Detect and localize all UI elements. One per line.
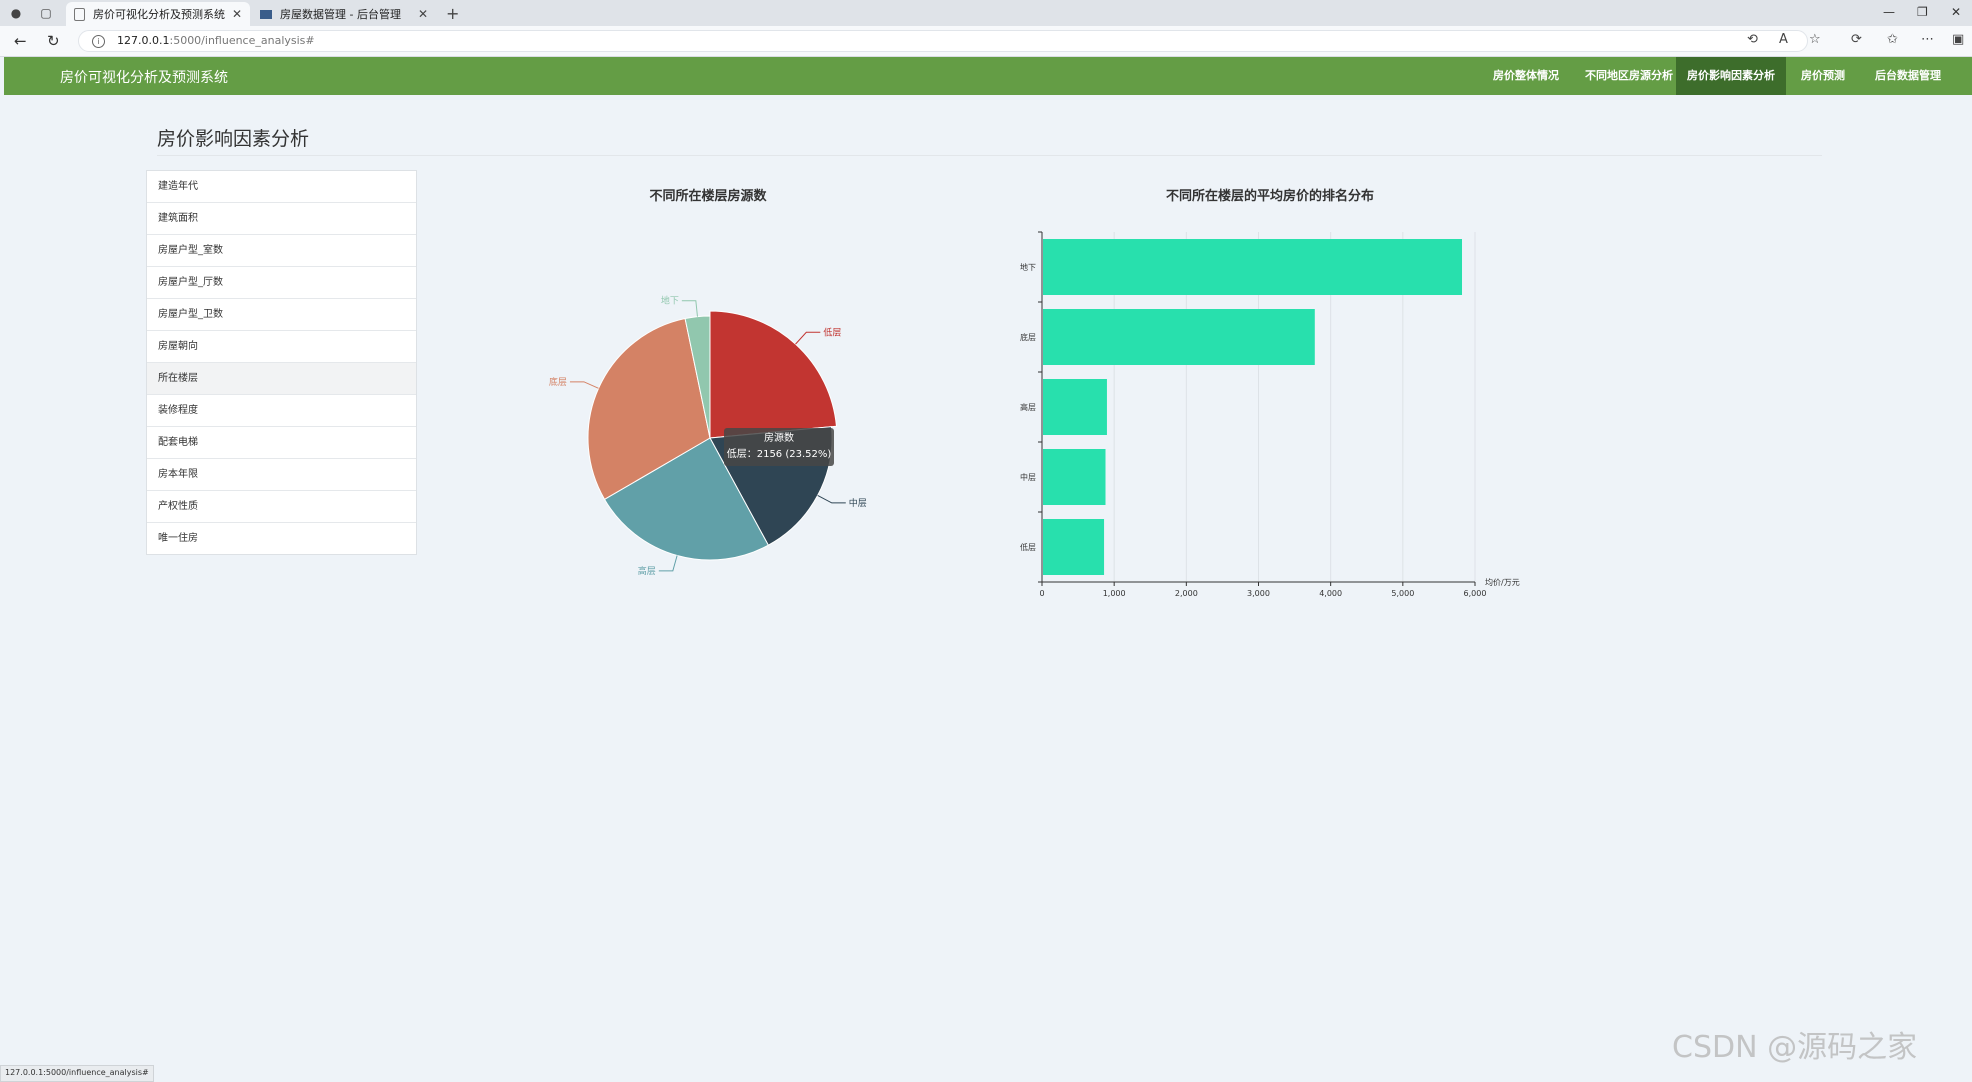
menu-item-build-year[interactable]: 建造年代 <box>147 171 416 203</box>
x-axis-label: 均价/万元 <box>1485 577 1520 587</box>
bar-1[interactable] <box>1043 309 1315 365</box>
read-aloud-icon[interactable]: A <box>1779 32 1788 47</box>
pie-label-1: 中层 <box>849 497 867 509</box>
favorites-icon[interactable]: ✩ <box>1887 32 1898 47</box>
tab-actions-icon[interactable]: ▢ <box>40 6 52 20</box>
page-icon <box>74 7 85 21</box>
bar-4[interactable] <box>1043 519 1105 575</box>
translate-icon[interactable]: ⟲ <box>1747 32 1758 47</box>
pie-label-line-2 <box>658 555 678 572</box>
nav-overview[interactable]: 房价整体情况 <box>1493 69 1559 82</box>
chart-tooltip: 房源数 低层：2156 (23.52%) <box>724 428 834 466</box>
pie-slice-2[interactable] <box>603 437 769 561</box>
minimize-icon[interactable]: — <box>1883 5 1895 19</box>
y-tick-label: 中层 <box>1020 472 1036 482</box>
factor-menu: 建造年代 建筑面积 房屋户型_室数 房屋户型_厅数 房屋户型_卫数 房屋朝向 所… <box>146 170 417 555</box>
browser-tab-bar: ● ▢ 房价可视化分析及预测系统 ✕ 房屋数据管理 - 后台管理 ✕ + — ❐… <box>0 0 1972 26</box>
x-tick-label: 6,000 <box>1464 589 1487 598</box>
profile-icon[interactable]: ● <box>10 6 22 20</box>
bar-3[interactable] <box>1043 449 1106 505</box>
close-tab-icon[interactable]: ✕ <box>231 7 242 21</box>
back-icon[interactable]: ← <box>14 32 27 50</box>
browser-tab[interactable]: 房屋数据管理 - 后台管理 ✕ <box>252 2 436 26</box>
menu-item-rooms[interactable]: 房屋户型_室数 <box>147 235 416 267</box>
status-bar-url: 127.0.0.1:5000/influence_analysis# <box>0 1065 154 1082</box>
bar-0[interactable] <box>1043 239 1463 295</box>
y-tick-label: 低层 <box>1020 542 1036 552</box>
tooltip-value: 低层：2156 (23.52%) <box>726 449 832 460</box>
address-bar-row: ← ↻ i 127.0.0.1:5000/influence_analysis#… <box>0 26 1972 57</box>
menu-item-only-home[interactable]: 唯一住房 <box>158 533 198 544</box>
x-tick-label: 5,000 <box>1391 589 1414 598</box>
x-tick-label: 2,000 <box>1175 589 1198 598</box>
pie-label-0: 低层 <box>823 326 841 338</box>
pie-label-2: 高层 <box>638 565 656 577</box>
pie-slice-3[interactable] <box>587 317 711 501</box>
menu-item-area[interactable]: 建筑面积 <box>147 203 416 235</box>
nav-backend-data[interactable]: 后台数据管理 <box>1875 69 1941 82</box>
y-tick-label: 高层 <box>1020 402 1036 412</box>
x-tick-label: 1,000 <box>1103 589 1126 598</box>
bar-chart: 0 1,000 2,000 3,000 4,000 5,000 6,000 地下底层高层中层低… <box>1020 231 1520 598</box>
menu-item-floor[interactable]: 所在楼层 <box>147 363 416 395</box>
nav-influence-analysis[interactable]: 房价影响因素分析 <box>1676 57 1786 95</box>
menu-item-elevator[interactable]: 配套电梯 <box>147 427 416 459</box>
close-tab-icon[interactable]: ✕ <box>417 7 428 21</box>
site-icon <box>260 9 272 19</box>
tab-title: 房价可视化分析及预测系统 <box>93 8 225 21</box>
divider <box>157 155 1822 156</box>
sidebar-icon[interactable]: ▣ <box>1952 32 1965 47</box>
site-info-icon[interactable]: i <box>92 35 105 48</box>
pie-label-line-4 <box>681 300 698 317</box>
y-tick-label: 底层 <box>1020 332 1036 342</box>
pie-slice-4[interactable] <box>684 315 711 439</box>
menu-item-decoration[interactable]: 装修程度 <box>147 395 416 427</box>
url-input[interactable]: i 127.0.0.1:5000/influence_analysis# <box>78 30 1808 52</box>
menu-item-deed-years[interactable]: 房本年限 <box>147 459 416 491</box>
browser-tab-active[interactable]: 房价可视化分析及预测系统 ✕ <box>66 2 250 26</box>
x-tick-label: 4,000 <box>1319 589 1342 598</box>
menu-item-orientation[interactable]: 房屋朝向 <box>147 331 416 363</box>
menu-item-baths[interactable]: 房屋户型_卫数 <box>147 299 416 331</box>
url-path: :5000/influence_analysis# <box>169 34 315 47</box>
pie-label-4: 地下 <box>661 295 679 307</box>
menu-item-halls[interactable]: 房屋户型_厅数 <box>147 267 416 299</box>
brand-title[interactable]: 房价可视化分析及预测系统 <box>60 70 228 86</box>
bar-2[interactable] <box>1043 379 1107 435</box>
y-tick-label: 地下 <box>1020 262 1036 272</box>
page-title: 房价影响因素分析 <box>157 128 310 150</box>
pie-label-line-0 <box>795 331 821 345</box>
close-window-icon[interactable]: ✕ <box>1951 5 1962 19</box>
app-navbar: 房价可视化分析及预测系统 房价整体情况 不同地区房源分析 房价影响因素分析 房价… <box>4 57 1972 95</box>
pie-label-line-1 <box>817 494 846 504</box>
url-host: 127.0.0.1 <box>117 34 170 47</box>
pie-slice-0[interactable] <box>709 310 837 439</box>
nav-region-analysis[interactable]: 不同地区房源分析 <box>1585 69 1673 82</box>
refresh-icon[interactable]: ↻ <box>47 32 60 50</box>
restore-icon[interactable]: ❐ <box>1917 5 1928 19</box>
bar-chart-title: 不同所在楼层的平均房价的排名分布 <box>1166 188 1374 204</box>
tab-title: 房屋数据管理 - 后台管理 <box>280 8 401 21</box>
extensions-icon[interactable]: ⟳ <box>1851 32 1862 47</box>
new-tab-icon[interactable]: + <box>446 4 460 23</box>
watermark: CSDN @源码之家 <box>1672 1030 1918 1065</box>
pie-chart-title: 不同所在楼层房源数 <box>649 188 767 204</box>
more-icon[interactable]: ⋯ <box>1921 32 1934 47</box>
pie-label-3: 底层 <box>549 376 567 388</box>
pie-label-line-3 <box>569 381 599 389</box>
tooltip-series: 房源数 <box>764 433 794 444</box>
favorite-star-icon[interactable]: ☆ <box>1809 32 1821 47</box>
menu-item-property-right[interactable]: 产权性质 <box>147 491 416 523</box>
nav-price-prediction[interactable]: 房价预测 <box>1801 69 1845 82</box>
x-tick-label: 0 <box>1039 589 1044 598</box>
x-tick-label: 3,000 <box>1247 589 1270 598</box>
